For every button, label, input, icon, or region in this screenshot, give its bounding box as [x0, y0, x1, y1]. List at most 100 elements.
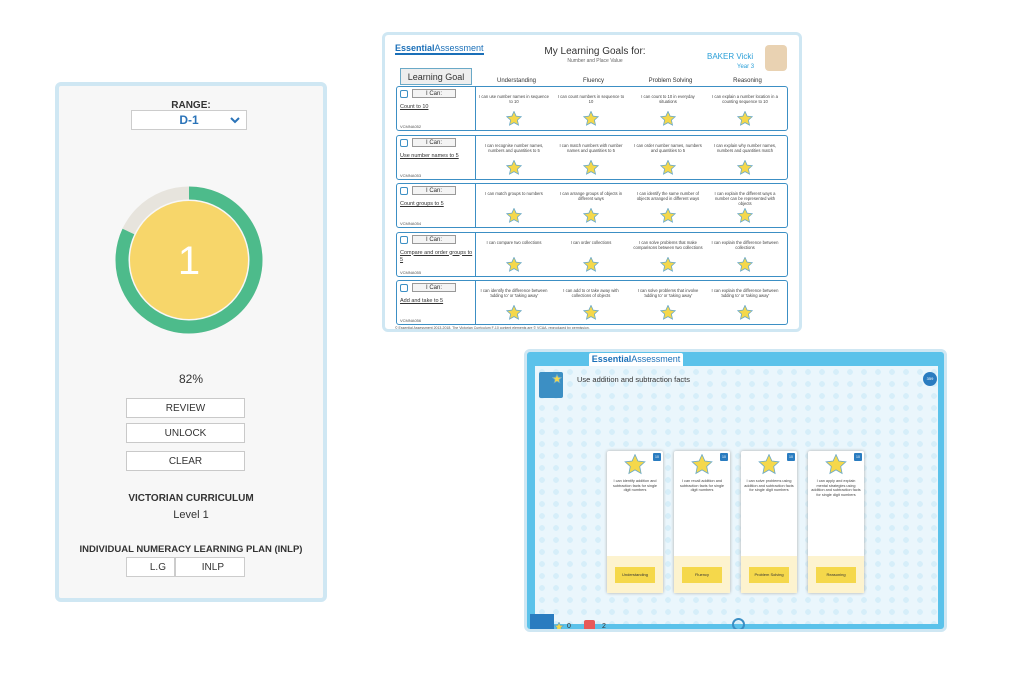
checkbox[interactable] [400, 284, 408, 292]
star [825, 454, 847, 475]
goal-text: Count groups to 5 [400, 201, 444, 207]
range-value: D-1 [179, 113, 199, 127]
card-label: Fluency [682, 567, 722, 583]
range-dropdown[interactable]: D-1 [131, 110, 247, 130]
goal-icon[interactable] [539, 372, 563, 398]
logo-b: Assessment [631, 354, 681, 364]
goal-code: VCMNA053 [400, 172, 422, 178]
star [506, 208, 522, 223]
goal-text: Count to 10 [400, 104, 429, 110]
plan-button[interactable]: L.G [126, 557, 175, 577]
statement: I can add to or take away with collectio… [563, 288, 619, 298]
goal-row: I Can: Use number names to 5 VCMNA053 I can… [396, 134, 788, 180]
goal-code: VCMNA056 [400, 318, 422, 323]
star [737, 111, 753, 126]
lesson-card[interactable]: 10 I can identify addition and subtractio… [607, 451, 663, 593]
chevron [230, 117, 240, 124]
star [583, 159, 599, 175]
sheet-title: My Learning Goals for: [544, 46, 646, 57]
level: Level 1 [173, 509, 209, 521]
star [758, 454, 780, 475]
range-panel: RANGE: D-1 1 82% REVIEW UNLOCK CLEAR VICTORI… [55, 82, 327, 602]
sheet-footer: © Essential Assessment 2013-2018. The Vi… [395, 326, 590, 330]
statement: I can explain a number location in a cou… [712, 94, 778, 104]
statement: I can solve problems that make compariso… [633, 239, 703, 250]
goal-cell-divider [475, 232, 476, 276]
statement: I can identify the same number of object… [636, 191, 700, 201]
donut-arc [115, 186, 263, 334]
statement: I can order collections [570, 239, 612, 245]
statement: I can explain the different ways a numbe… [714, 191, 776, 206]
star [660, 111, 676, 126]
star [583, 208, 599, 223]
avatar [765, 45, 787, 71]
statement: I can explain the difference between 'ad… [711, 288, 779, 298]
statement: I can recognise number names, numbers an… [484, 142, 544, 153]
star [737, 256, 753, 272]
statement: I can count numbers in sequence to 10 [557, 94, 625, 104]
logo-a: Essential [591, 354, 632, 364]
range-label: RANGE: [171, 100, 211, 111]
can-label: I Can: [412, 137, 456, 147]
star [737, 208, 753, 223]
star [583, 111, 599, 126]
checkbox[interactable] [400, 235, 408, 244]
statement: I can explain why number names, numbers … [713, 142, 777, 153]
trophy-count: 2 [602, 623, 606, 630]
lesson-card[interactable]: 10 I can recall addition and subtraction … [674, 451, 730, 593]
star [506, 256, 522, 272]
checkbox[interactable] [400, 138, 408, 147]
card-label: Understanding [615, 567, 655, 583]
plan-button[interactable]: INLP [175, 557, 245, 577]
worksheet-panel: EssentialAssessment My Learning Goals for… [382, 32, 802, 332]
button-label: REVIEW [165, 402, 206, 414]
home-ring[interactable] [732, 618, 745, 629]
column-header: Understanding [496, 78, 537, 84]
plan-button-label: L.G [149, 561, 166, 573]
trophy-icon [584, 620, 595, 629]
card-label: Reasoning [816, 567, 856, 583]
lesson-card[interactable]: 10 I can apply and explain mental strateg… [808, 451, 864, 593]
star [554, 622, 564, 629]
goal-cell-divider [475, 135, 476, 179]
star [660, 208, 676, 223]
card-badge: 10 [854, 453, 862, 461]
donut-center [130, 201, 248, 319]
card-badge: 10 [653, 453, 661, 461]
column-header: Fluency [582, 78, 604, 84]
goal-code: VCMNA054 [400, 221, 422, 226]
game-panel: EssentialAssessment Use addition and subt… [524, 349, 947, 632]
goal-text: Compare and order groups to 5 [400, 249, 473, 263]
checkbox[interactable] [400, 187, 408, 195]
action-button[interactable]: UNLOCK [126, 423, 245, 443]
lesson-card[interactable]: 10 I can solve problems using addition an… [741, 451, 797, 593]
action-button[interactable]: REVIEW [126, 398, 245, 418]
checkbox[interactable] [400, 90, 408, 98]
card-text: I can apply and explain mental strategie… [811, 479, 861, 497]
avatar-box [530, 614, 554, 629]
star [660, 256, 676, 272]
statement: I can compare two collections [486, 239, 542, 245]
star [506, 111, 522, 126]
star [506, 159, 522, 175]
goal-row: I Can: Compare and order groups to 5 VCMNA… [396, 231, 788, 277]
statement: I can explain the difference between col… [711, 239, 779, 250]
card-text: I can solve problems using addition and … [744, 479, 794, 493]
progress-label: 82% [178, 372, 204, 386]
star [583, 305, 599, 320]
points: 359 [923, 372, 937, 386]
star [737, 305, 753, 320]
card-text: I can identify addition and subtraction … [612, 479, 658, 493]
plan-button-label: INLP [201, 561, 224, 573]
goal-cell-divider [475, 184, 476, 227]
action-button[interactable]: CLEAR [126, 451, 245, 471]
student-year: Year 3 [737, 64, 755, 70]
goal-code: VCMNA055 [400, 269, 422, 275]
column-header: Problem Solving [648, 78, 693, 84]
goal-text: Use number names to 5 [400, 152, 459, 159]
logo-a: Essential [395, 43, 435, 53]
logo-b: Assessment [434, 43, 484, 53]
star [583, 256, 599, 272]
goal-text: Add and take to 5 [400, 298, 444, 304]
goal-cell-divider [475, 87, 476, 130]
